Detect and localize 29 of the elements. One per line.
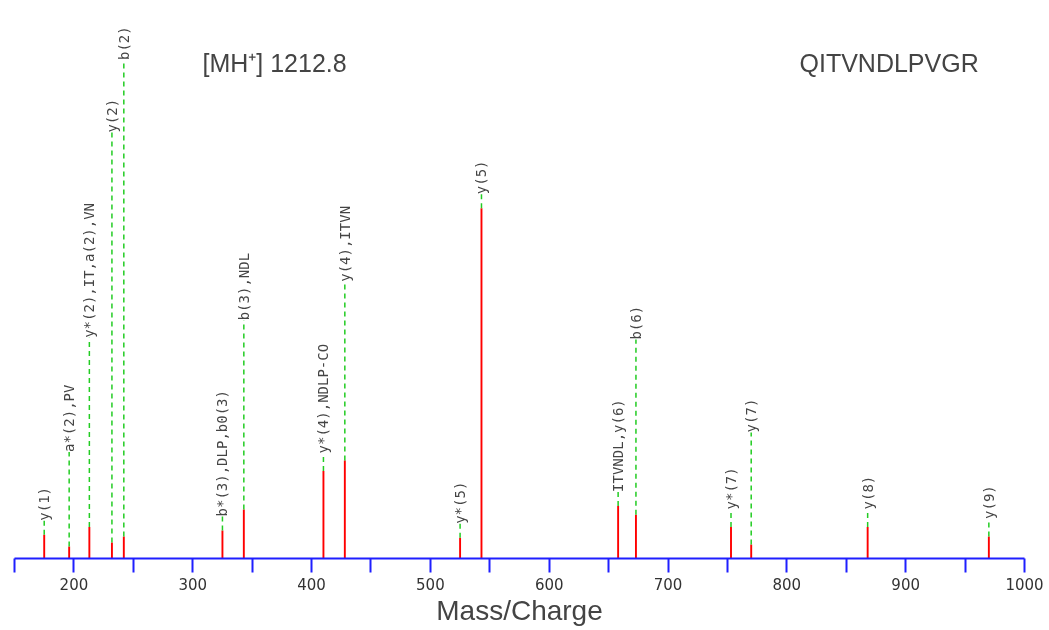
annotation: y(7) (743, 398, 760, 433)
x-tick-label: 800 (772, 575, 802, 594)
annotation: a*(2),PV (61, 384, 78, 453)
x-tick-label: 700 (653, 575, 683, 594)
annotation: y(1) (36, 486, 53, 521)
x-tick-label: 1000 (1005, 575, 1044, 594)
x-tick-label: 300 (178, 575, 208, 594)
annotation: y*(5) (452, 481, 469, 524)
annotation: y(8) (859, 475, 876, 510)
annotation: b(3),NDL (235, 252, 252, 321)
text: [MH⁺] 1212.8 (202, 48, 347, 77)
text: QITVNDLPVGR (799, 48, 979, 77)
x-tick-label: 500 (416, 575, 445, 594)
annotation: ITVNDL,y(6) (610, 399, 627, 492)
x-tick-label: 600 (534, 575, 564, 594)
annotation: y(4),ITVN (336, 205, 353, 282)
annotation: y*(4),NDLP-CO (315, 343, 332, 454)
annotation: b(6) (627, 305, 644, 340)
x-axis-title: Mass/Charge (436, 594, 603, 626)
x-tick-label: 400 (297, 575, 326, 594)
annotation: b(2) (115, 26, 132, 61)
annotation: y(9) (980, 485, 997, 519)
annotation: y(5) (473, 160, 490, 195)
annotation: y*(2),IT,a(2),VN (81, 202, 98, 338)
annotation: b*(3),DLP,b0(3) (214, 390, 231, 517)
x-tick-label: 900 (891, 575, 920, 594)
annotation: y(2) (103, 98, 120, 133)
annotation: y*(7) (723, 467, 740, 510)
x-tick-label: 200 (59, 575, 89, 594)
